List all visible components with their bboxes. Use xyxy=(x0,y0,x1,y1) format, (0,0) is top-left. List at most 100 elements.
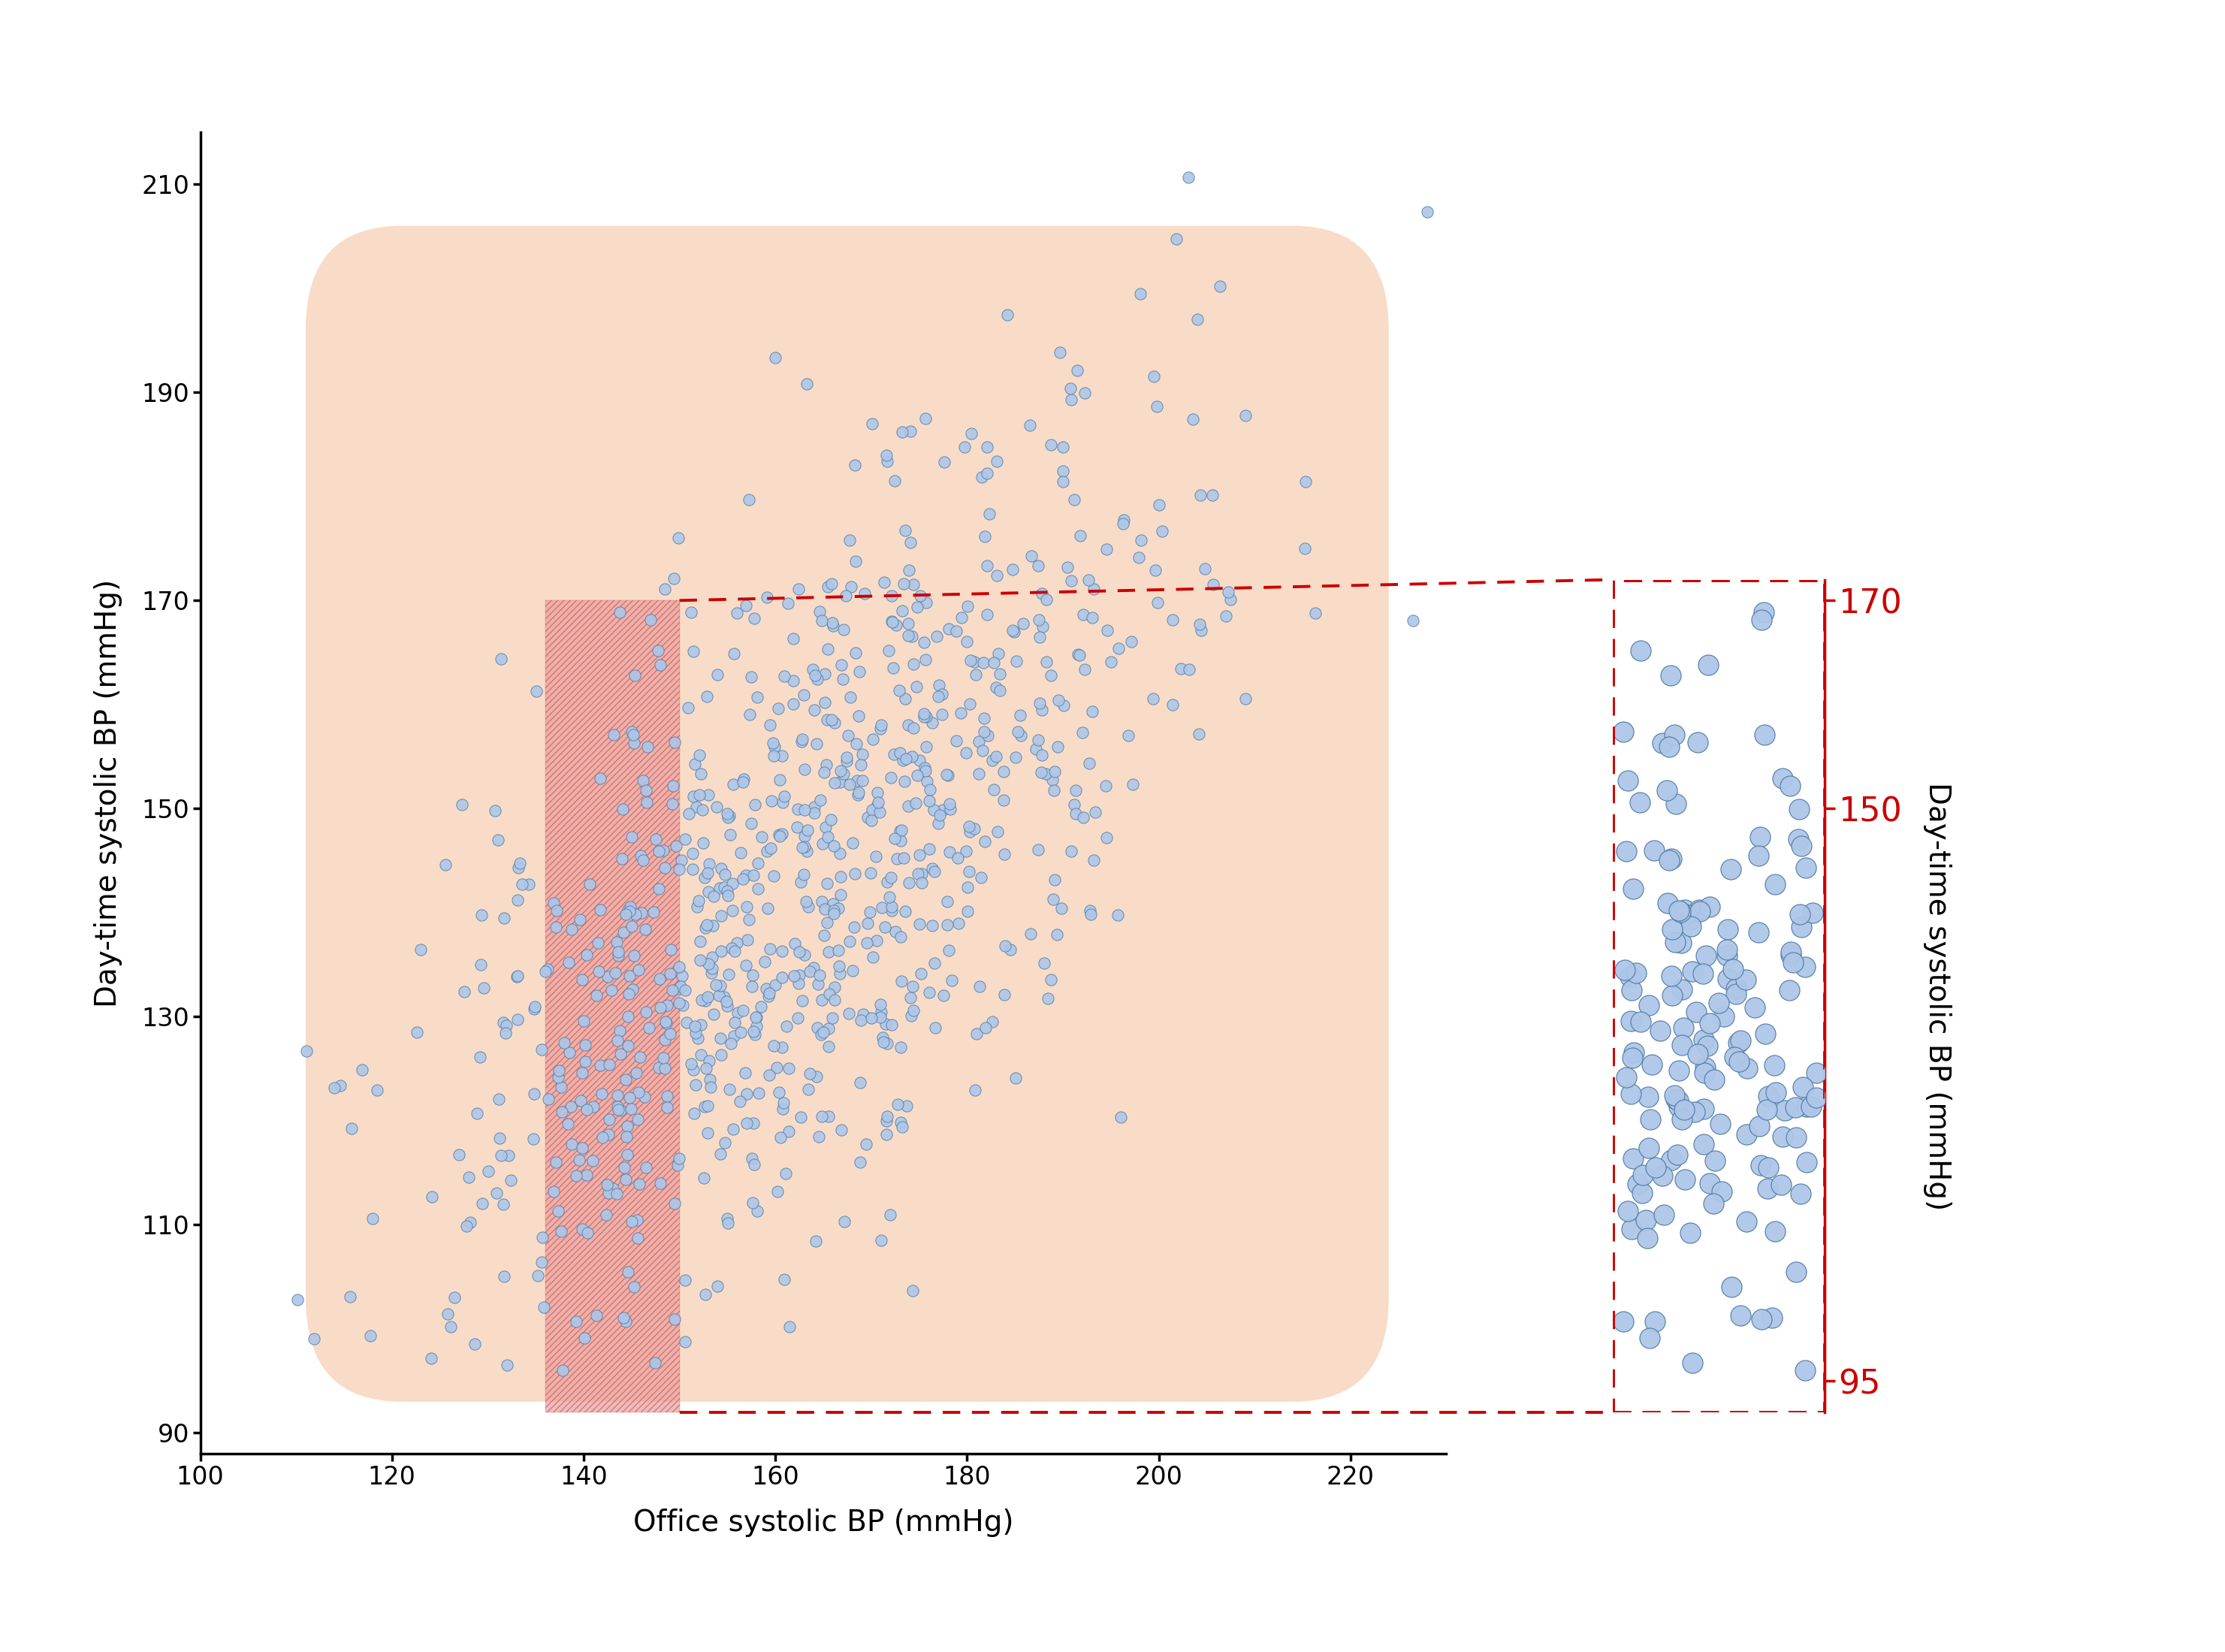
Point xyxy=(688,988,723,1014)
Point xyxy=(759,1054,794,1080)
Point xyxy=(683,986,719,1013)
Point xyxy=(592,1107,627,1133)
Point xyxy=(928,762,963,788)
Point xyxy=(970,433,1006,459)
Point xyxy=(1624,1161,1660,1188)
Point xyxy=(647,1028,683,1054)
Point xyxy=(723,1019,759,1046)
Point xyxy=(1789,1150,1824,1176)
Point xyxy=(532,1085,567,1112)
Point xyxy=(567,1325,603,1351)
Point xyxy=(832,928,868,955)
Point xyxy=(656,1191,692,1218)
Point xyxy=(765,1095,801,1122)
Point xyxy=(1658,928,1693,955)
Point xyxy=(948,433,983,459)
Point xyxy=(785,757,821,783)
Point xyxy=(681,887,716,914)
Point xyxy=(1778,1123,1813,1150)
Point xyxy=(988,933,1024,960)
Point xyxy=(736,1004,772,1031)
Point xyxy=(630,733,665,760)
Point xyxy=(832,527,868,553)
Point xyxy=(541,1198,576,1224)
Point xyxy=(1170,164,1206,190)
Point xyxy=(912,788,948,814)
Point xyxy=(1707,1003,1742,1029)
Point xyxy=(1072,750,1108,776)
Point xyxy=(614,719,650,745)
Point xyxy=(1700,990,1735,1016)
Point xyxy=(708,874,743,900)
Point xyxy=(688,864,723,890)
Point xyxy=(926,796,961,823)
Point xyxy=(761,821,797,847)
Point xyxy=(1618,960,1653,986)
Point xyxy=(1021,624,1057,651)
Point xyxy=(892,530,928,557)
Point xyxy=(756,1032,792,1059)
Point xyxy=(485,1262,521,1289)
Point xyxy=(883,1108,919,1135)
Point xyxy=(756,862,792,889)
FancyBboxPatch shape xyxy=(305,226,1388,1403)
Point xyxy=(1749,1097,1784,1123)
Point xyxy=(859,780,894,806)
Point xyxy=(716,1117,752,1143)
Point xyxy=(1658,791,1693,818)
Point xyxy=(863,712,899,738)
Point xyxy=(676,1013,712,1039)
Point xyxy=(1070,567,1106,593)
Point xyxy=(999,743,1035,770)
Point xyxy=(1758,1219,1793,1246)
Point xyxy=(674,856,710,882)
Point xyxy=(605,1305,641,1332)
Point xyxy=(854,796,890,823)
Point xyxy=(1718,975,1753,1001)
Point xyxy=(781,970,817,996)
Point xyxy=(888,768,923,795)
Point xyxy=(610,1032,645,1059)
Point xyxy=(952,813,988,839)
Point xyxy=(797,662,832,689)
Point xyxy=(823,1117,859,1143)
Point xyxy=(750,838,785,864)
Point xyxy=(752,980,788,1006)
Point xyxy=(1052,387,1088,413)
Point xyxy=(906,700,941,727)
Point xyxy=(1660,1142,1695,1168)
Point xyxy=(1288,535,1324,562)
Point xyxy=(627,776,663,803)
Point xyxy=(801,971,837,998)
Point xyxy=(1784,1074,1820,1100)
Point xyxy=(932,839,968,866)
Point xyxy=(803,1021,839,1047)
Point xyxy=(714,771,750,798)
Point xyxy=(1667,1014,1702,1041)
Point xyxy=(1658,1085,1693,1112)
Point xyxy=(805,1019,841,1046)
Point xyxy=(712,961,748,988)
Point xyxy=(854,1004,890,1031)
Point xyxy=(592,1051,627,1077)
Point xyxy=(670,694,705,720)
Point xyxy=(1155,691,1190,717)
Point xyxy=(926,681,961,707)
Point xyxy=(1077,577,1112,603)
Point xyxy=(943,605,979,631)
Point xyxy=(763,823,799,849)
Point xyxy=(883,816,919,843)
Point xyxy=(1742,1151,1778,1178)
Point xyxy=(908,704,943,730)
Point xyxy=(930,616,966,643)
Point xyxy=(441,1142,476,1168)
Point xyxy=(681,781,716,808)
Point xyxy=(619,900,654,927)
Point xyxy=(1729,966,1764,993)
Point xyxy=(979,743,1015,770)
Point xyxy=(1691,894,1727,920)
Point xyxy=(761,1079,797,1105)
Point xyxy=(487,1019,523,1046)
Point xyxy=(1613,1216,1649,1242)
Bar xyxy=(545,600,679,1412)
